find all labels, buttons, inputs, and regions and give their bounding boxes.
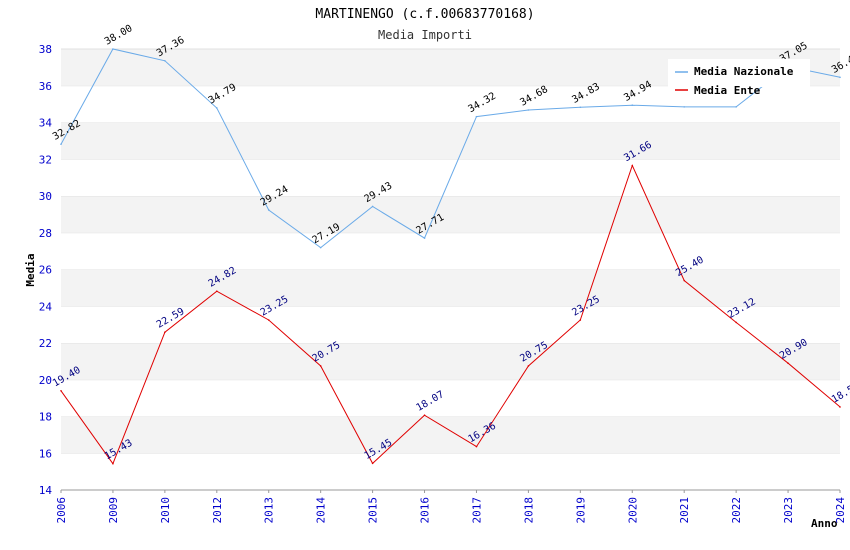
point-ente: [527, 365, 530, 367]
grid-band: [61, 232, 840, 270]
y-axis-label: Media: [24, 253, 37, 286]
point-ente: [735, 321, 737, 324]
x-tick-label: 2013: [263, 497, 276, 524]
x-tick-label: 2015: [367, 497, 380, 524]
point-ente: [216, 290, 218, 292]
point-nazionale: [423, 237, 426, 239]
point-ente: [423, 414, 426, 417]
data-label-nazionale: 38.00: [103, 23, 135, 48]
chart-subtitle: Media Importi: [378, 28, 472, 42]
series-line-nazionale: [60, 48, 841, 249]
x-tick-label: 2022: [730, 497, 743, 524]
x-tick-label: 2018: [522, 497, 535, 524]
point-nazionale: [527, 109, 530, 111]
grid-band: [61, 416, 840, 454]
point-nazionale: [267, 209, 270, 211]
point-nazionale: [216, 107, 218, 109]
x-tick-label: 2014: [315, 497, 328, 524]
point-ente: [112, 462, 114, 465]
y-tick-label: 24: [39, 300, 53, 313]
point-nazionale: [164, 59, 166, 62]
point-ente: [787, 362, 789, 365]
point-nazionale: [319, 246, 322, 249]
y-tick-label: 14: [39, 484, 53, 497]
grid-band: [61, 306, 840, 343]
y-tick-label: 26: [39, 264, 52, 277]
x-axis-ticks: 2006 2009 2010 2012 2013 2014 2015 2016 2017 2018…: [55, 490, 847, 524]
grid-band: [61, 379, 840, 417]
chart-title: MARTINENGO (c.f.00683770168): [315, 7, 534, 22]
point-nazionale: [60, 143, 62, 145]
x-tick-label: 2009: [107, 497, 120, 524]
point-nazionale: [475, 115, 478, 118]
point-ente: [839, 406, 841, 408]
point-nazionale: [371, 205, 374, 208]
y-tick-label: 30: [39, 190, 52, 203]
point-ente: [267, 319, 270, 321]
series-lines: [60, 48, 841, 465]
x-tick-label: 2023: [782, 497, 795, 524]
y-tick-label: 36: [39, 80, 52, 93]
point-nazionale: [683, 106, 685, 108]
x-axis-label: Anno: [811, 517, 838, 530]
grid-band: [61, 85, 840, 123]
grid-band: [61, 122, 840, 160]
y-tick-label: 22: [39, 337, 52, 350]
x-tick-label: 2019: [574, 497, 587, 524]
point-ente: [475, 445, 478, 448]
y-tick-label: 32: [39, 153, 52, 166]
point-ente: [371, 462, 374, 465]
y-tick-label: 38: [39, 43, 52, 56]
x-tick-label: 2024: [834, 497, 847, 524]
x-tick-label: 2017: [470, 497, 483, 524]
legend-label-ente: Media Ente: [694, 84, 761, 97]
point-ente: [60, 389, 62, 392]
x-tick-label: 2012: [211, 497, 224, 524]
y-tick-label: 20: [39, 374, 52, 387]
x-tick-label: 2021: [678, 497, 691, 524]
point-nazionale: [631, 104, 634, 107]
point-ente: [319, 365, 322, 367]
y-axis-ticks: 14 16 18 20 22 24 26 28 30 32 34 36 38: [39, 43, 53, 497]
point-ente: [683, 279, 685, 282]
grid-band: [61, 343, 840, 380]
grid-bands: [61, 48, 840, 490]
point-ente: [631, 164, 634, 167]
grid-band: [61, 196, 840, 233]
point-nazionale: [579, 106, 582, 109]
point-nazionale: [112, 48, 114, 50]
point-nazionale: [735, 106, 737, 108]
legend-box: [668, 59, 810, 87]
series-line-ente: [60, 164, 841, 465]
point-ente: [164, 331, 166, 333]
legend: Media Nazionale Media Ente: [668, 59, 810, 97]
y-tick-label: 18: [39, 411, 52, 424]
point-ente: [579, 319, 582, 321]
grid-band: [61, 269, 840, 307]
legend-label-nazionale: Media Nazionale: [694, 65, 794, 78]
y-tick-label: 28: [39, 227, 52, 240]
x-tick-label: 2020: [626, 497, 639, 524]
point-nazionale: [839, 76, 841, 79]
y-tick-label: 16: [39, 447, 52, 460]
x-tick-label: 2016: [419, 497, 432, 524]
grid-band: [61, 453, 840, 490]
x-tick-label: 2010: [159, 497, 172, 524]
x-tick-label: 2006: [55, 497, 68, 524]
y-tick-label: 34: [39, 117, 53, 130]
